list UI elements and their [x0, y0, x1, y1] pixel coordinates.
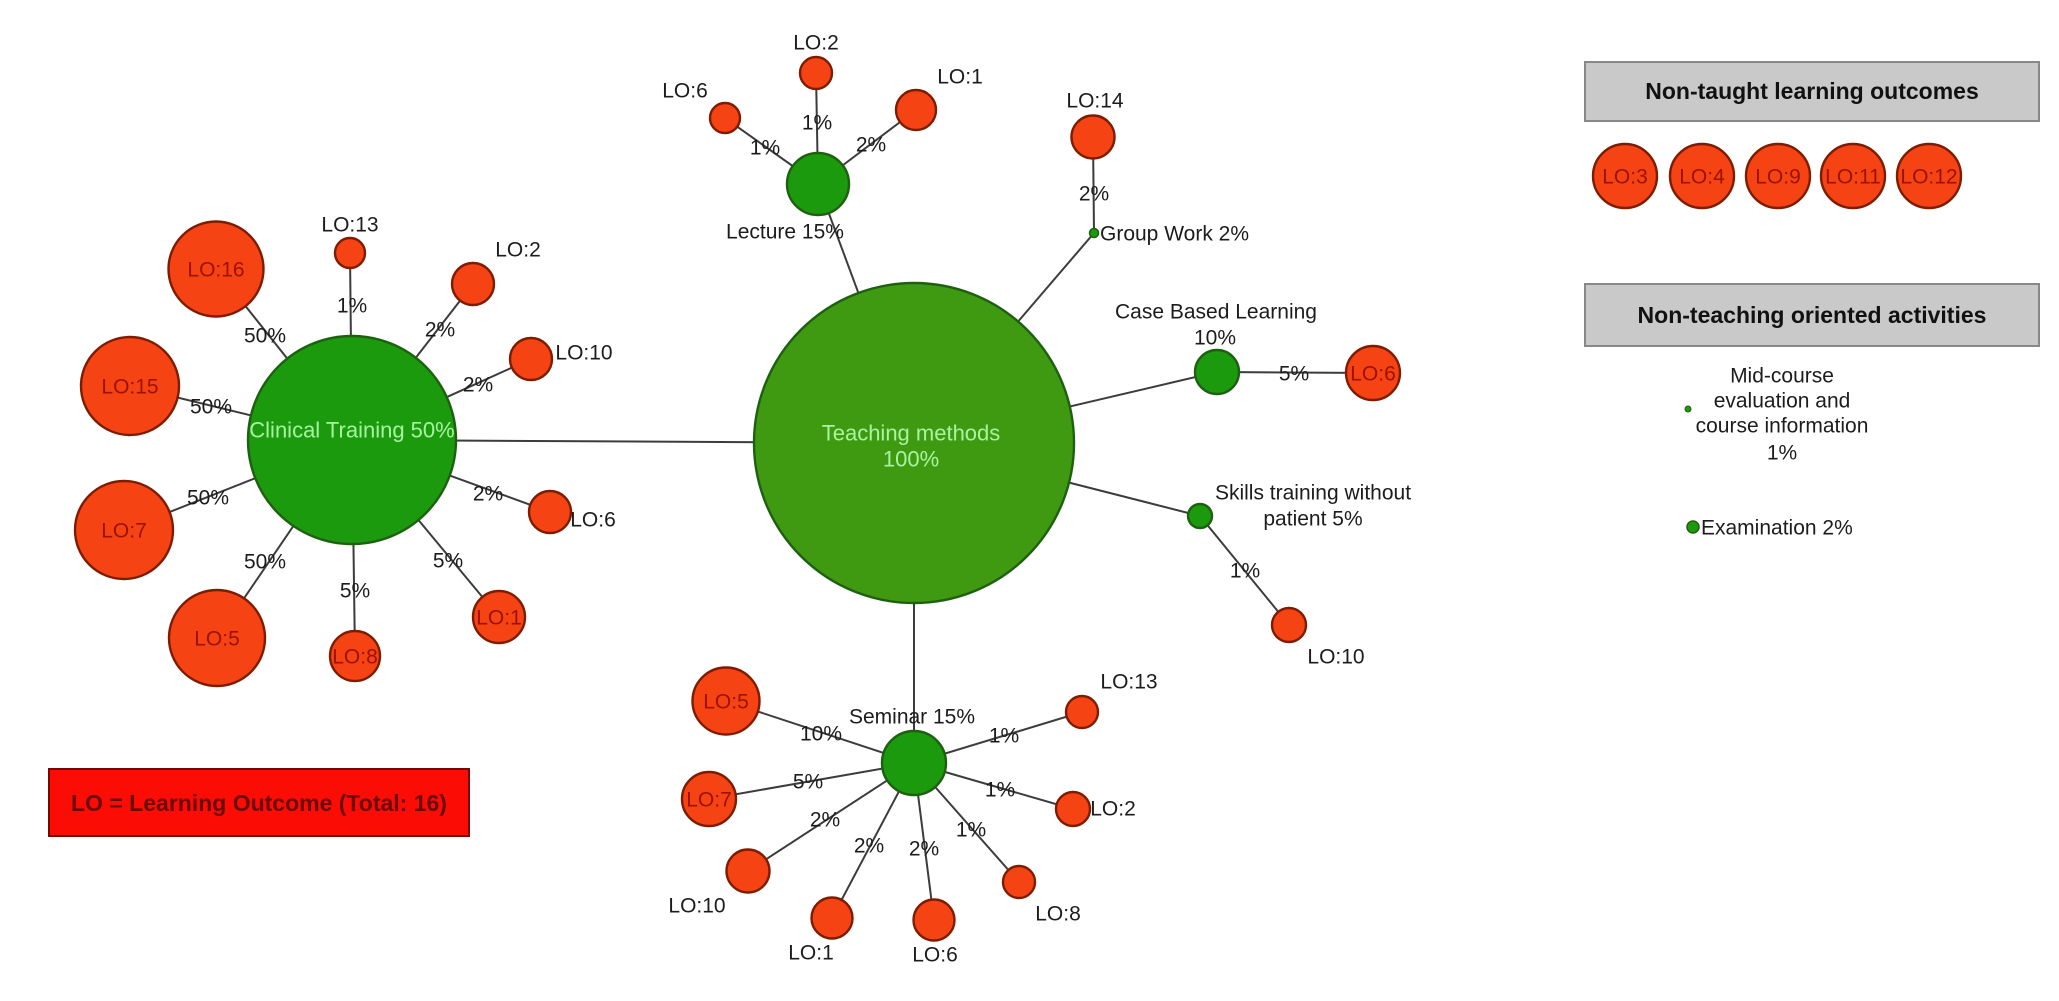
svg-text:Examination 2%: Examination 2%	[1701, 516, 1853, 539]
svg-text:evaluation and: evaluation and	[1714, 389, 1851, 412]
svg-text:Seminar 15%: Seminar 15%	[849, 705, 975, 728]
svg-text:LO:5: LO:5	[194, 627, 240, 650]
svg-text:1%: 1%	[337, 294, 367, 317]
svg-text:1%: 1%	[989, 724, 1019, 747]
svg-text:5%: 5%	[1279, 362, 1309, 385]
svg-text:LO:11: LO:11	[1825, 165, 1881, 188]
svg-text:LO:5: LO:5	[703, 690, 749, 713]
svg-text:LO:14: LO:14	[1066, 89, 1124, 112]
svg-text:LO = Learning Outcome (Total:: LO = Learning Outcome (Total: 16)	[71, 790, 447, 816]
svg-text:50%: 50%	[244, 324, 286, 347]
svg-text:LO:9: LO:9	[1755, 165, 1801, 188]
svg-text:Mid-course: Mid-course	[1730, 364, 1834, 387]
svg-text:LO:13: LO:13	[1100, 670, 1157, 693]
svg-text:LO:6: LO:6	[570, 508, 616, 531]
svg-text:LO:7: LO:7	[101, 519, 147, 542]
svg-text:LO:8: LO:8	[332, 645, 378, 668]
svg-text:LO:1: LO:1	[788, 941, 834, 964]
svg-text:LO:1: LO:1	[476, 606, 522, 629]
svg-text:Case Based Learning: Case Based Learning	[1115, 300, 1317, 323]
svg-text:1%: 1%	[985, 778, 1015, 801]
svg-text:1%: 1%	[802, 111, 832, 134]
svg-text:LO:2: LO:2	[793, 31, 839, 54]
svg-text:Teaching methods: Teaching methods	[822, 421, 1001, 446]
svg-text:LO:6: LO:6	[912, 943, 958, 966]
svg-text:LO:4: LO:4	[1679, 165, 1725, 188]
svg-text:course information: course information	[1696, 414, 1869, 437]
svg-text:LO:2: LO:2	[1090, 797, 1136, 820]
svg-text:50%: 50%	[244, 550, 286, 573]
svg-text:LO:6: LO:6	[662, 79, 708, 102]
svg-text:5%: 5%	[433, 549, 463, 572]
svg-text:2%: 2%	[909, 837, 939, 860]
svg-text:1%: 1%	[956, 818, 986, 841]
svg-text:2%: 2%	[425, 318, 455, 341]
svg-text:LO:2: LO:2	[495, 238, 541, 261]
svg-text:LO:12: LO:12	[1900, 165, 1957, 188]
svg-text:1%: 1%	[750, 136, 780, 159]
svg-text:LO:7: LO:7	[686, 788, 732, 811]
svg-text:1%: 1%	[1230, 559, 1260, 582]
svg-text:Non-taught learning outcomes: Non-taught learning outcomes	[1645, 78, 1979, 104]
svg-text:2%: 2%	[856, 133, 886, 156]
svg-text:10%: 10%	[800, 722, 842, 745]
svg-text:Lecture 15%: Lecture 15%	[726, 220, 844, 243]
svg-text:Non-teaching oriented activiti: Non-teaching oriented activities	[1638, 302, 1987, 328]
svg-text:2%: 2%	[810, 808, 840, 831]
svg-text:5%: 5%	[793, 770, 823, 793]
svg-text:1%: 1%	[1767, 441, 1797, 464]
svg-text:5%: 5%	[340, 579, 370, 602]
svg-text:LO:13: LO:13	[321, 213, 378, 236]
svg-text:2%: 2%	[473, 482, 503, 505]
svg-text:LO:10: LO:10	[555, 341, 612, 364]
svg-text:LO:16: LO:16	[187, 258, 244, 281]
svg-text:2%: 2%	[463, 373, 493, 396]
svg-text:LO:6: LO:6	[1350, 362, 1396, 385]
svg-text:Skills training without: Skills training without	[1215, 481, 1411, 504]
svg-text:2%: 2%	[1079, 182, 1109, 205]
svg-text:50%: 50%	[190, 395, 232, 418]
svg-text:patient 5%: patient 5%	[1263, 507, 1362, 530]
svg-text:LO:3: LO:3	[1602, 165, 1648, 188]
svg-text:LO:10: LO:10	[1307, 645, 1364, 668]
svg-text:Clinical Training 50%: Clinical Training 50%	[249, 418, 454, 443]
svg-text:LO:15: LO:15	[101, 375, 158, 398]
svg-text:Group Work 2%: Group Work 2%	[1100, 222, 1249, 245]
svg-text:LO:1: LO:1	[937, 65, 983, 88]
svg-text:LO:8: LO:8	[1035, 902, 1081, 925]
svg-text:10%: 10%	[1194, 326, 1236, 349]
svg-text:2%: 2%	[854, 834, 884, 857]
svg-text:LO:10: LO:10	[668, 894, 725, 917]
svg-text:100%: 100%	[883, 447, 939, 472]
svg-text:50%: 50%	[187, 486, 229, 509]
